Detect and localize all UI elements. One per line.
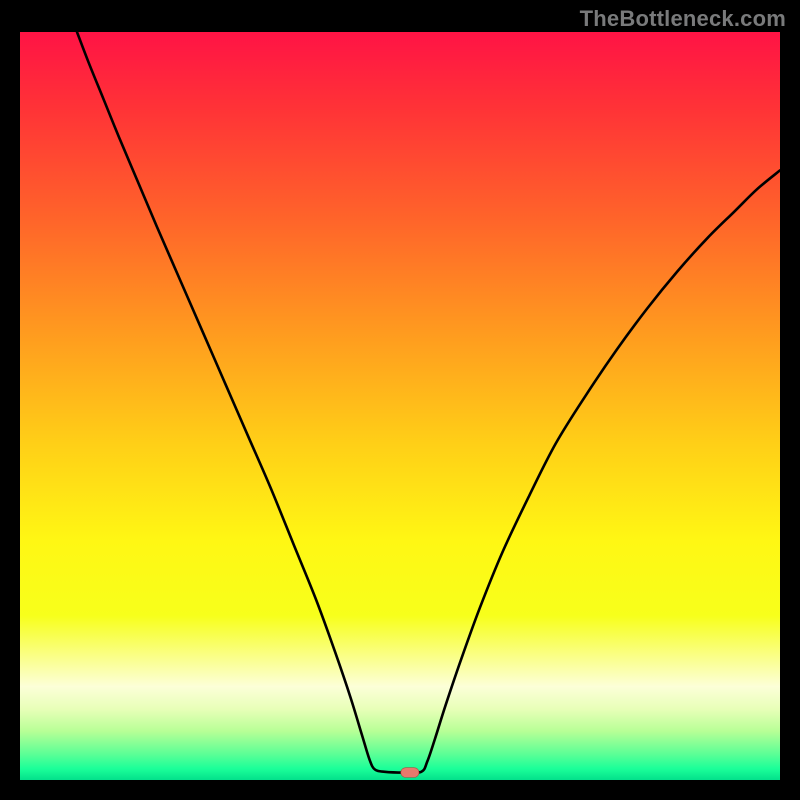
optimal-point-marker — [401, 768, 419, 778]
gradient-background — [20, 32, 780, 780]
watermark-text: TheBottleneck.com — [580, 6, 786, 32]
chart-plot-area — [20, 32, 780, 780]
bottleneck-curve-chart — [20, 32, 780, 780]
